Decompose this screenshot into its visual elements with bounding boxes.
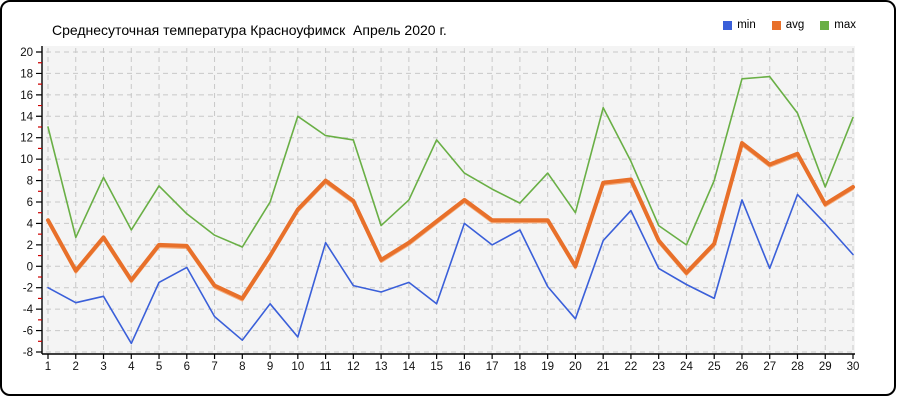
y-tick-label: 14 — [20, 111, 33, 123]
x-tick-label: 3 — [100, 361, 106, 373]
legend-label-min: min — [737, 19, 756, 31]
legend-item-max: max — [820, 19, 856, 31]
y-tick-label: -8 — [23, 347, 33, 359]
plot-area — [42, 46, 855, 354]
x-tick-label: 1 — [45, 361, 51, 373]
x-tick-label: 7 — [211, 361, 217, 373]
series-avg — [46, 141, 855, 301]
x-tick-label: 25 — [708, 361, 721, 373]
y-tick-label: 4 — [27, 218, 34, 230]
y-tick-label: 2 — [27, 240, 33, 252]
x-tick-label: 8 — [239, 361, 245, 373]
y-tick-label: 18 — [20, 68, 33, 80]
x-tick-label: 23 — [652, 361, 665, 373]
x-tick-label: 16 — [458, 361, 471, 373]
legend-label-avg: avg — [785, 19, 805, 31]
y-tick-label: 16 — [20, 90, 33, 102]
x-tick-label: 6 — [184, 361, 190, 373]
x-tick-label: 10 — [291, 361, 304, 373]
x-ticks: 1 2 3 4 5 6 7 8 9 10 11 12 13 14 15 16 17 18 19 20 21 22 23 24 2… — [45, 354, 860, 373]
y-tick-label: 8 — [27, 176, 33, 188]
axes — [41, 46, 855, 355]
x-tick-label: 2 — [73, 361, 79, 373]
chart-title: Среднесуточная температура Красноуфимск … — [52, 22, 447, 38]
series-min — [47, 193, 854, 345]
y-tick-label: 20 — [20, 47, 33, 59]
legend: min avg max — [723, 19, 856, 31]
x-tick-label: 17 — [486, 361, 499, 373]
x-tick-label: 5 — [156, 361, 162, 373]
x-tick-label: 18 — [513, 361, 526, 373]
series-max — [47, 75, 854, 248]
y-tick-label: 10 — [20, 154, 33, 166]
y-tick-label: 12 — [20, 133, 33, 145]
x-tick-label: 27 — [763, 361, 776, 373]
x-tick-label: 11 — [320, 361, 332, 373]
x-tick-label: 4 — [128, 361, 135, 373]
x-tick-label: 30 — [847, 361, 860, 373]
y-tick-label: 6 — [27, 197, 33, 209]
x-tick-label: 19 — [541, 361, 554, 373]
y-tick-label: 0 — [27, 261, 33, 273]
legend-swatch-max — [820, 20, 830, 30]
x-tick-label: 13 — [375, 361, 388, 373]
x-tick-label: 22 — [625, 361, 638, 373]
legend-swatch-avg — [771, 20, 781, 30]
x-tick-label: 21 — [597, 361, 610, 373]
x-tick-label: 26 — [736, 361, 749, 373]
legend-label-max: max — [834, 19, 856, 31]
x-tick-label: 9 — [267, 361, 273, 373]
x-tick-label: 29 — [819, 361, 832, 373]
y-tick-label: -4 — [23, 304, 34, 316]
y-tick-label: -2 — [23, 283, 33, 295]
legend-item-min: min — [723, 19, 756, 31]
x-tick-label: 14 — [402, 361, 415, 373]
x-tick-label: 15 — [430, 361, 443, 373]
x-tick-label: 20 — [569, 361, 582, 373]
y-tick-label: -6 — [23, 326, 33, 338]
legend-swatch-min — [723, 20, 733, 30]
legend-item-avg: avg — [771, 19, 805, 31]
x-tick-label: 28 — [791, 361, 804, 373]
x-tick-label: 24 — [680, 361, 693, 373]
x-tick-label: 12 — [347, 361, 360, 373]
